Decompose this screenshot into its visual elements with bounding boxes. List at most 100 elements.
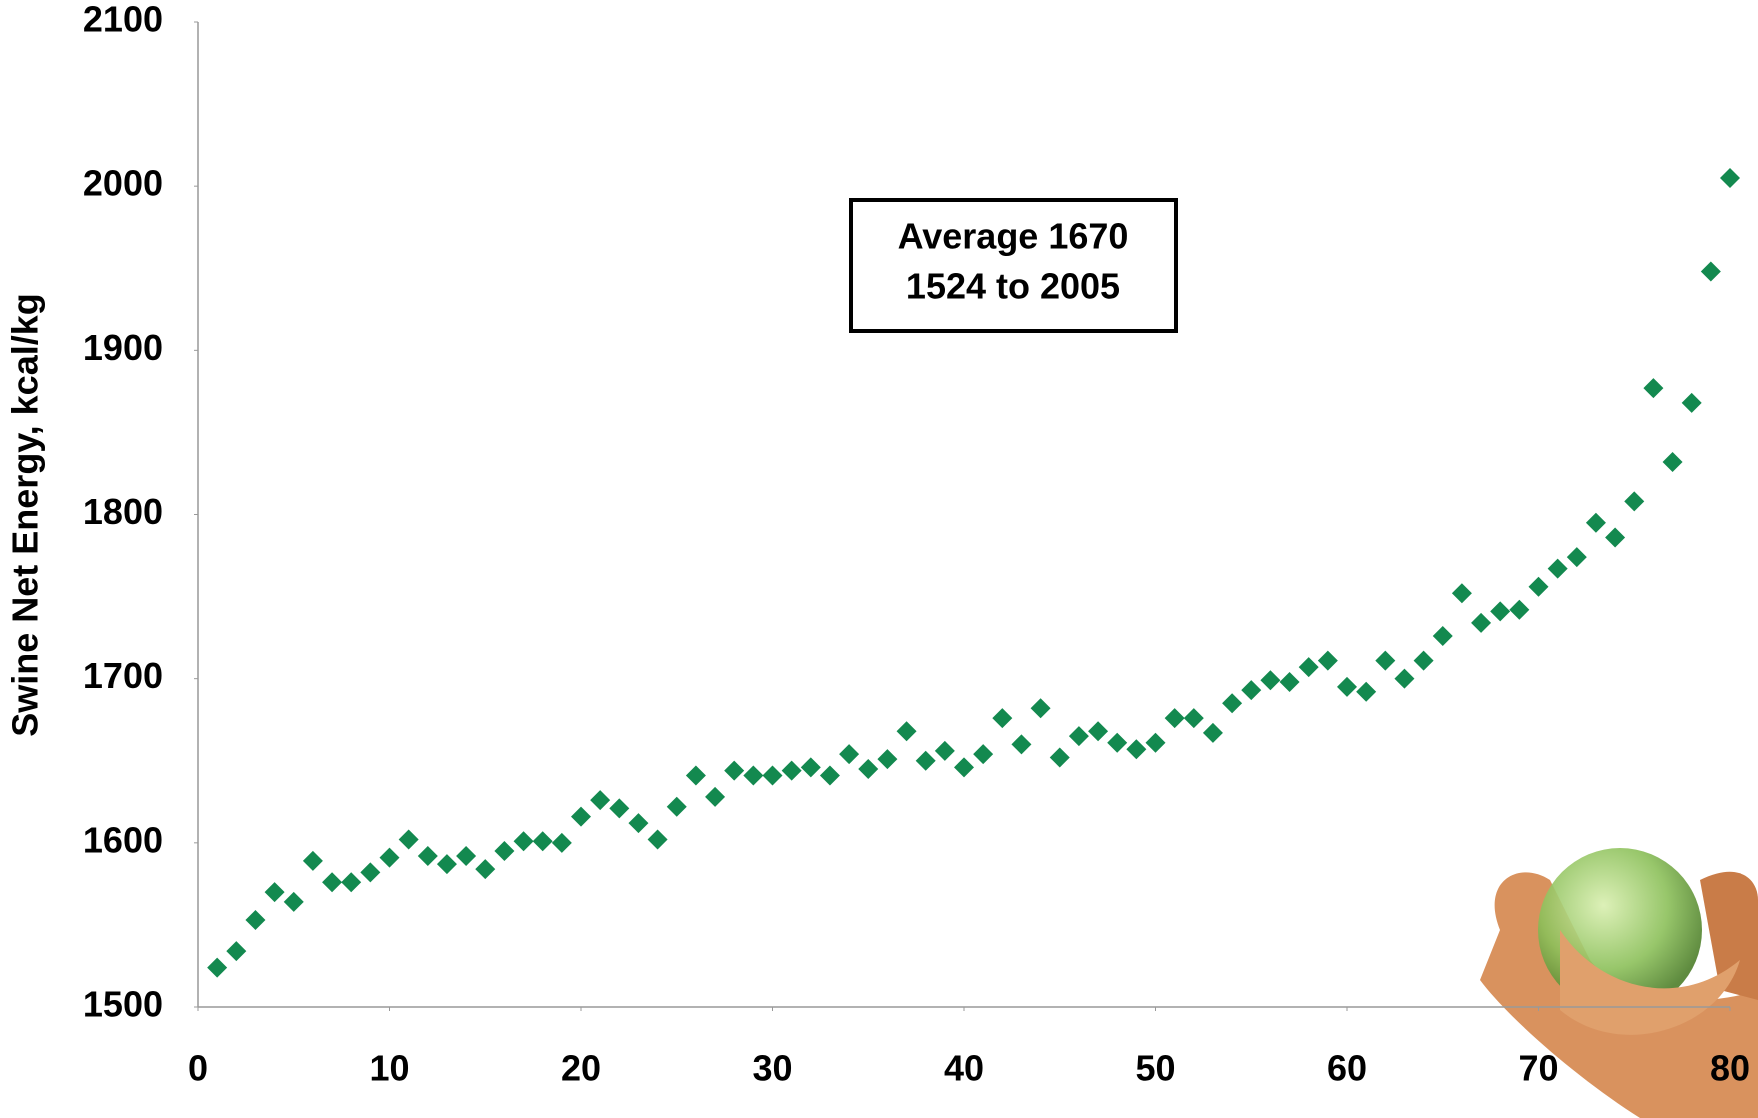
y-tick-label: 2100 [83,0,163,40]
data-point [1260,670,1281,691]
data-point [1720,167,1740,188]
data-point [877,749,898,770]
data-point [417,845,438,866]
data-point [1049,747,1070,768]
data-point [819,765,840,786]
data-point [896,721,917,742]
data-point [992,708,1013,729]
data-point [1068,726,1089,747]
data-point [1528,576,1549,597]
data-point [954,757,974,778]
data-point [1490,601,1511,622]
x-tick-label: 0 [188,1048,208,1089]
data-point [1700,261,1721,282]
data-point [475,859,496,880]
data-point [1145,732,1166,753]
data-point [1662,451,1683,472]
data-point [781,760,802,781]
data-point [858,758,879,779]
data-point [302,850,323,871]
x-tick-label: 20 [561,1048,601,1089]
data-point [1183,708,1204,729]
data-point [398,829,419,850]
data-point [226,941,247,962]
data-point [283,891,304,912]
data-point [379,847,400,868]
data-point [1202,722,1223,743]
data-point [609,798,630,819]
y-tick-label: 1600 [83,819,163,860]
x-tick-label: 40 [944,1048,984,1089]
data-point [1375,650,1396,671]
data-point [1413,650,1434,671]
data-point [1164,708,1185,729]
data-point [551,832,572,853]
data-point [513,831,534,852]
data-point [705,786,726,807]
x-tick-label: 50 [1135,1048,1175,1089]
y-tick-label: 1500 [83,984,163,1025]
data-point [1643,378,1664,399]
data-point [456,845,477,866]
data-point [743,765,764,786]
x-tick-label: 30 [752,1048,792,1089]
data-point [973,744,994,765]
x-tick-label: 10 [369,1048,409,1089]
data-point [1298,657,1319,678]
data-point [264,882,285,903]
data-point [1107,732,1128,753]
data-point [1241,680,1262,701]
hands-globe-decoration [1480,848,1758,1118]
data-point [1471,612,1492,633]
data-point [915,750,936,771]
data-point [1337,676,1357,697]
data-point [322,872,343,893]
annotation-box [849,198,1178,333]
y-tick-label: 2000 [83,163,163,204]
y-axis-label: Swine Net Energy, kcal/kg [5,293,46,737]
data-point [1279,671,1300,692]
data-point [1126,739,1147,760]
y-tick-label: 1700 [83,655,163,696]
data-point [245,909,266,930]
data-point [571,806,591,827]
data-point [934,740,955,761]
data-point [724,760,745,781]
data-point [590,790,611,811]
data-point [1547,558,1568,579]
x-tick-label: 80 [1710,1048,1750,1089]
data-point [1624,491,1645,512]
data-point [1585,512,1606,533]
data-point [1011,734,1032,755]
data-point [494,841,515,862]
data-point [532,831,553,852]
data-point [1088,721,1109,742]
data-point [1566,547,1587,568]
data-point [800,757,821,778]
annotation: 1524 to 2005 [906,266,1120,307]
data-point [1509,599,1530,620]
y-tick-label: 1900 [83,327,163,368]
x-tick-label: 60 [1327,1048,1367,1089]
data-point [1605,527,1626,548]
y-tick-label: 1800 [83,491,163,532]
data-point [1681,392,1702,413]
data-point [436,854,457,875]
data-point [1356,681,1377,702]
x-tick-label: 70 [1518,1048,1558,1089]
data-point [1222,693,1243,714]
data-point [360,862,381,883]
data-point [1432,625,1453,646]
data-point [647,829,668,850]
data-point [628,813,649,834]
data-point [1030,698,1051,719]
data-point [341,872,362,893]
data-point [1394,668,1415,689]
data-point [666,796,687,817]
annotation: Average 1670 [898,216,1129,257]
data-point [1317,650,1338,671]
data-point [762,765,783,786]
data-point [207,957,228,978]
data-point [839,744,860,765]
